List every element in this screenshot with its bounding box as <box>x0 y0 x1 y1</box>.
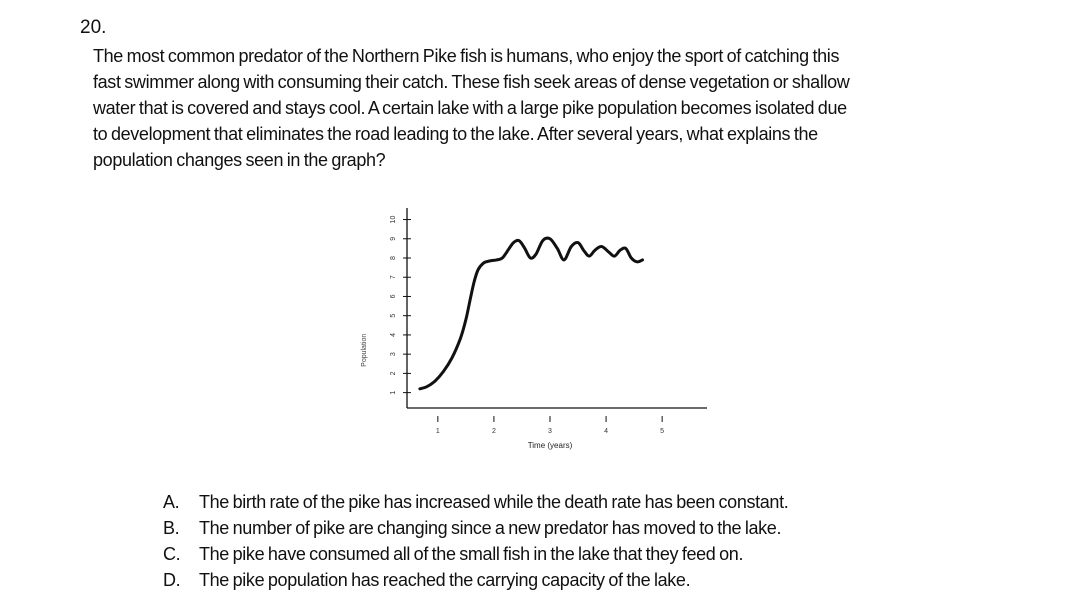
question-line: population changes seen in the graph? <box>93 150 386 170</box>
x-axis-title: Time (years) <box>528 441 573 450</box>
y-tick-label: 1 <box>390 391 397 395</box>
x-tick-label: 1 <box>436 428 440 435</box>
y-tick-label: 8 <box>390 256 397 260</box>
question-line: water that is covered and stays cool. A … <box>93 98 847 118</box>
population-series-line <box>418 236 644 391</box>
x-tick-label: 4 <box>604 428 608 435</box>
answer-letter: A. <box>163 492 180 512</box>
answer-text: The pike have consumed all of the small … <box>199 544 744 564</box>
y-tick-label: 2 <box>390 371 397 375</box>
y-axis-title: Population <box>361 334 368 367</box>
answer-letter: D. <box>163 570 181 590</box>
answer-choice-a[interactable]: A. The birth rate of the pike has increa… <box>163 489 789 515</box>
answer-letter: C. <box>163 544 181 564</box>
answer-choice-d[interactable]: D. The pike population has reached the c… <box>163 567 788 593</box>
x-tick-label: 3 <box>548 428 552 435</box>
answer-text: The birth rate of the pike has increased… <box>199 492 789 512</box>
x-tick-label: 2 <box>492 428 496 435</box>
question-line: to development that eliminates the road … <box>93 124 818 144</box>
y-tick-label: 10 <box>390 216 397 224</box>
population-chart: 1 2 3 4 5 6 7 8 9 10 1 2 3 4 5 Time (years) Population <box>355 198 715 460</box>
y-tick-label: 3 <box>390 352 397 356</box>
population-chart-svg: 1 2 3 4 5 6 7 8 9 10 1 2 3 4 5 Time (years) Population <box>361 208 707 450</box>
y-tick-label: 4 <box>390 333 397 337</box>
y-tick-label: 5 <box>390 314 397 318</box>
answer-choice-c[interactable]: C. The pike have consumed all of the sma… <box>163 541 788 567</box>
y-tick-label: 9 <box>390 237 397 241</box>
question-text: The most common predator of the Northern… <box>93 43 1023 173</box>
y-tick-label: 7 <box>390 275 397 279</box>
answer-text: The pike population has reached the carr… <box>199 570 691 590</box>
answer-text: The number of pike are changing since a … <box>199 518 782 538</box>
answer-choices: A. The birth rate of the pike has increa… <box>163 489 789 593</box>
x-tick-label: 5 <box>660 428 664 435</box>
answer-choice-b[interactable]: B. The number of pike are changing since… <box>163 515 788 541</box>
answer-letter: B. <box>163 518 180 538</box>
question-line: fast swimmer along with consuming their … <box>93 72 850 92</box>
y-tick-label: 6 <box>390 294 397 298</box>
question-number: 20. <box>80 17 107 38</box>
question-line: The most common predator of the Northern… <box>93 46 840 66</box>
